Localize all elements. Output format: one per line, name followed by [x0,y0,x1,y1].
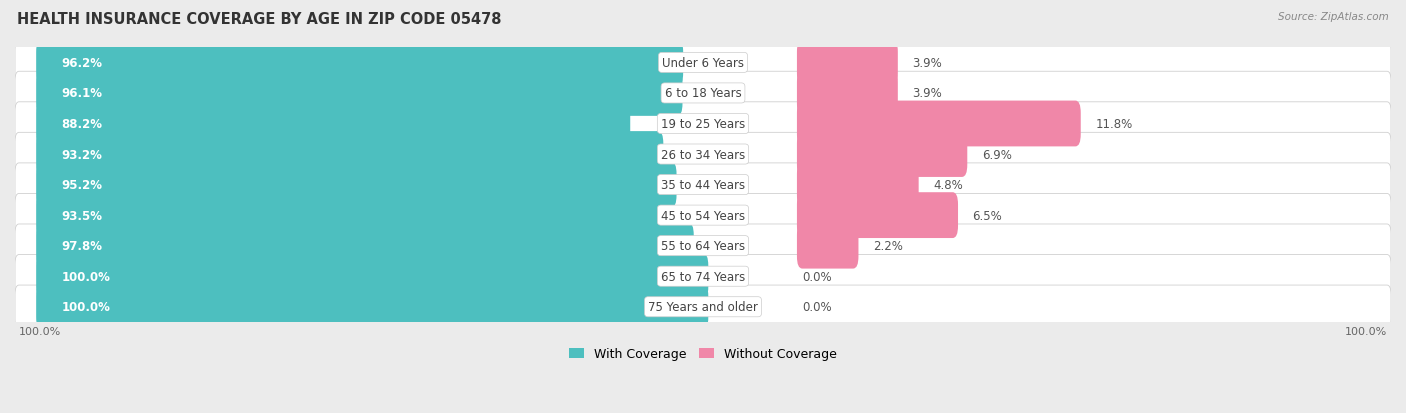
FancyBboxPatch shape [37,71,682,116]
Text: 4.8%: 4.8% [934,179,963,192]
FancyBboxPatch shape [797,223,859,269]
FancyBboxPatch shape [797,101,1081,147]
FancyBboxPatch shape [15,72,1391,115]
Text: Under 6 Years: Under 6 Years [662,57,744,70]
Text: 96.1%: 96.1% [62,87,103,100]
Text: 6.9%: 6.9% [981,148,1012,161]
FancyBboxPatch shape [37,40,683,86]
Text: 0.0%: 0.0% [803,270,832,283]
Text: 100.0%: 100.0% [62,301,110,313]
Legend: With Coverage, Without Coverage: With Coverage, Without Coverage [564,342,842,366]
FancyBboxPatch shape [37,284,709,330]
Text: 55 to 64 Years: 55 to 64 Years [661,240,745,253]
Text: Source: ZipAtlas.com: Source: ZipAtlas.com [1278,12,1389,22]
Text: 88.2%: 88.2% [62,118,103,131]
Text: 3.9%: 3.9% [912,87,942,100]
FancyBboxPatch shape [15,133,1391,176]
FancyBboxPatch shape [15,42,1391,85]
FancyBboxPatch shape [797,193,957,238]
FancyBboxPatch shape [37,193,665,238]
FancyBboxPatch shape [15,164,1391,207]
FancyBboxPatch shape [37,162,676,208]
Text: 3.9%: 3.9% [912,57,942,70]
FancyBboxPatch shape [797,71,898,116]
Text: 100.0%: 100.0% [62,270,110,283]
Text: 26 to 34 Years: 26 to 34 Years [661,148,745,161]
FancyBboxPatch shape [797,40,898,86]
FancyBboxPatch shape [37,101,630,147]
Text: 75 Years and older: 75 Years and older [648,301,758,313]
FancyBboxPatch shape [797,132,967,178]
FancyBboxPatch shape [37,254,709,299]
Text: 19 to 25 Years: 19 to 25 Years [661,118,745,131]
FancyBboxPatch shape [37,223,693,269]
Text: 2.2%: 2.2% [873,240,903,253]
Text: 35 to 44 Years: 35 to 44 Years [661,179,745,192]
Text: 100.0%: 100.0% [1344,326,1388,336]
FancyBboxPatch shape [797,162,918,208]
Text: 65 to 74 Years: 65 to 74 Years [661,270,745,283]
FancyBboxPatch shape [15,194,1391,237]
Text: 100.0%: 100.0% [18,326,62,336]
Text: 6 to 18 Years: 6 to 18 Years [665,87,741,100]
FancyBboxPatch shape [15,102,1391,146]
FancyBboxPatch shape [15,285,1391,329]
Text: 95.2%: 95.2% [62,179,103,192]
Text: 6.5%: 6.5% [973,209,1002,222]
Text: 93.2%: 93.2% [62,148,103,161]
FancyBboxPatch shape [15,224,1391,268]
FancyBboxPatch shape [37,132,664,178]
Text: 93.5%: 93.5% [62,209,103,222]
Text: HEALTH INSURANCE COVERAGE BY AGE IN ZIP CODE 05478: HEALTH INSURANCE COVERAGE BY AGE IN ZIP … [17,12,502,27]
Text: 11.8%: 11.8% [1095,118,1133,131]
Text: 0.0%: 0.0% [803,301,832,313]
Text: 96.2%: 96.2% [62,57,103,70]
FancyBboxPatch shape [15,255,1391,298]
Text: 97.8%: 97.8% [62,240,103,253]
Text: 45 to 54 Years: 45 to 54 Years [661,209,745,222]
